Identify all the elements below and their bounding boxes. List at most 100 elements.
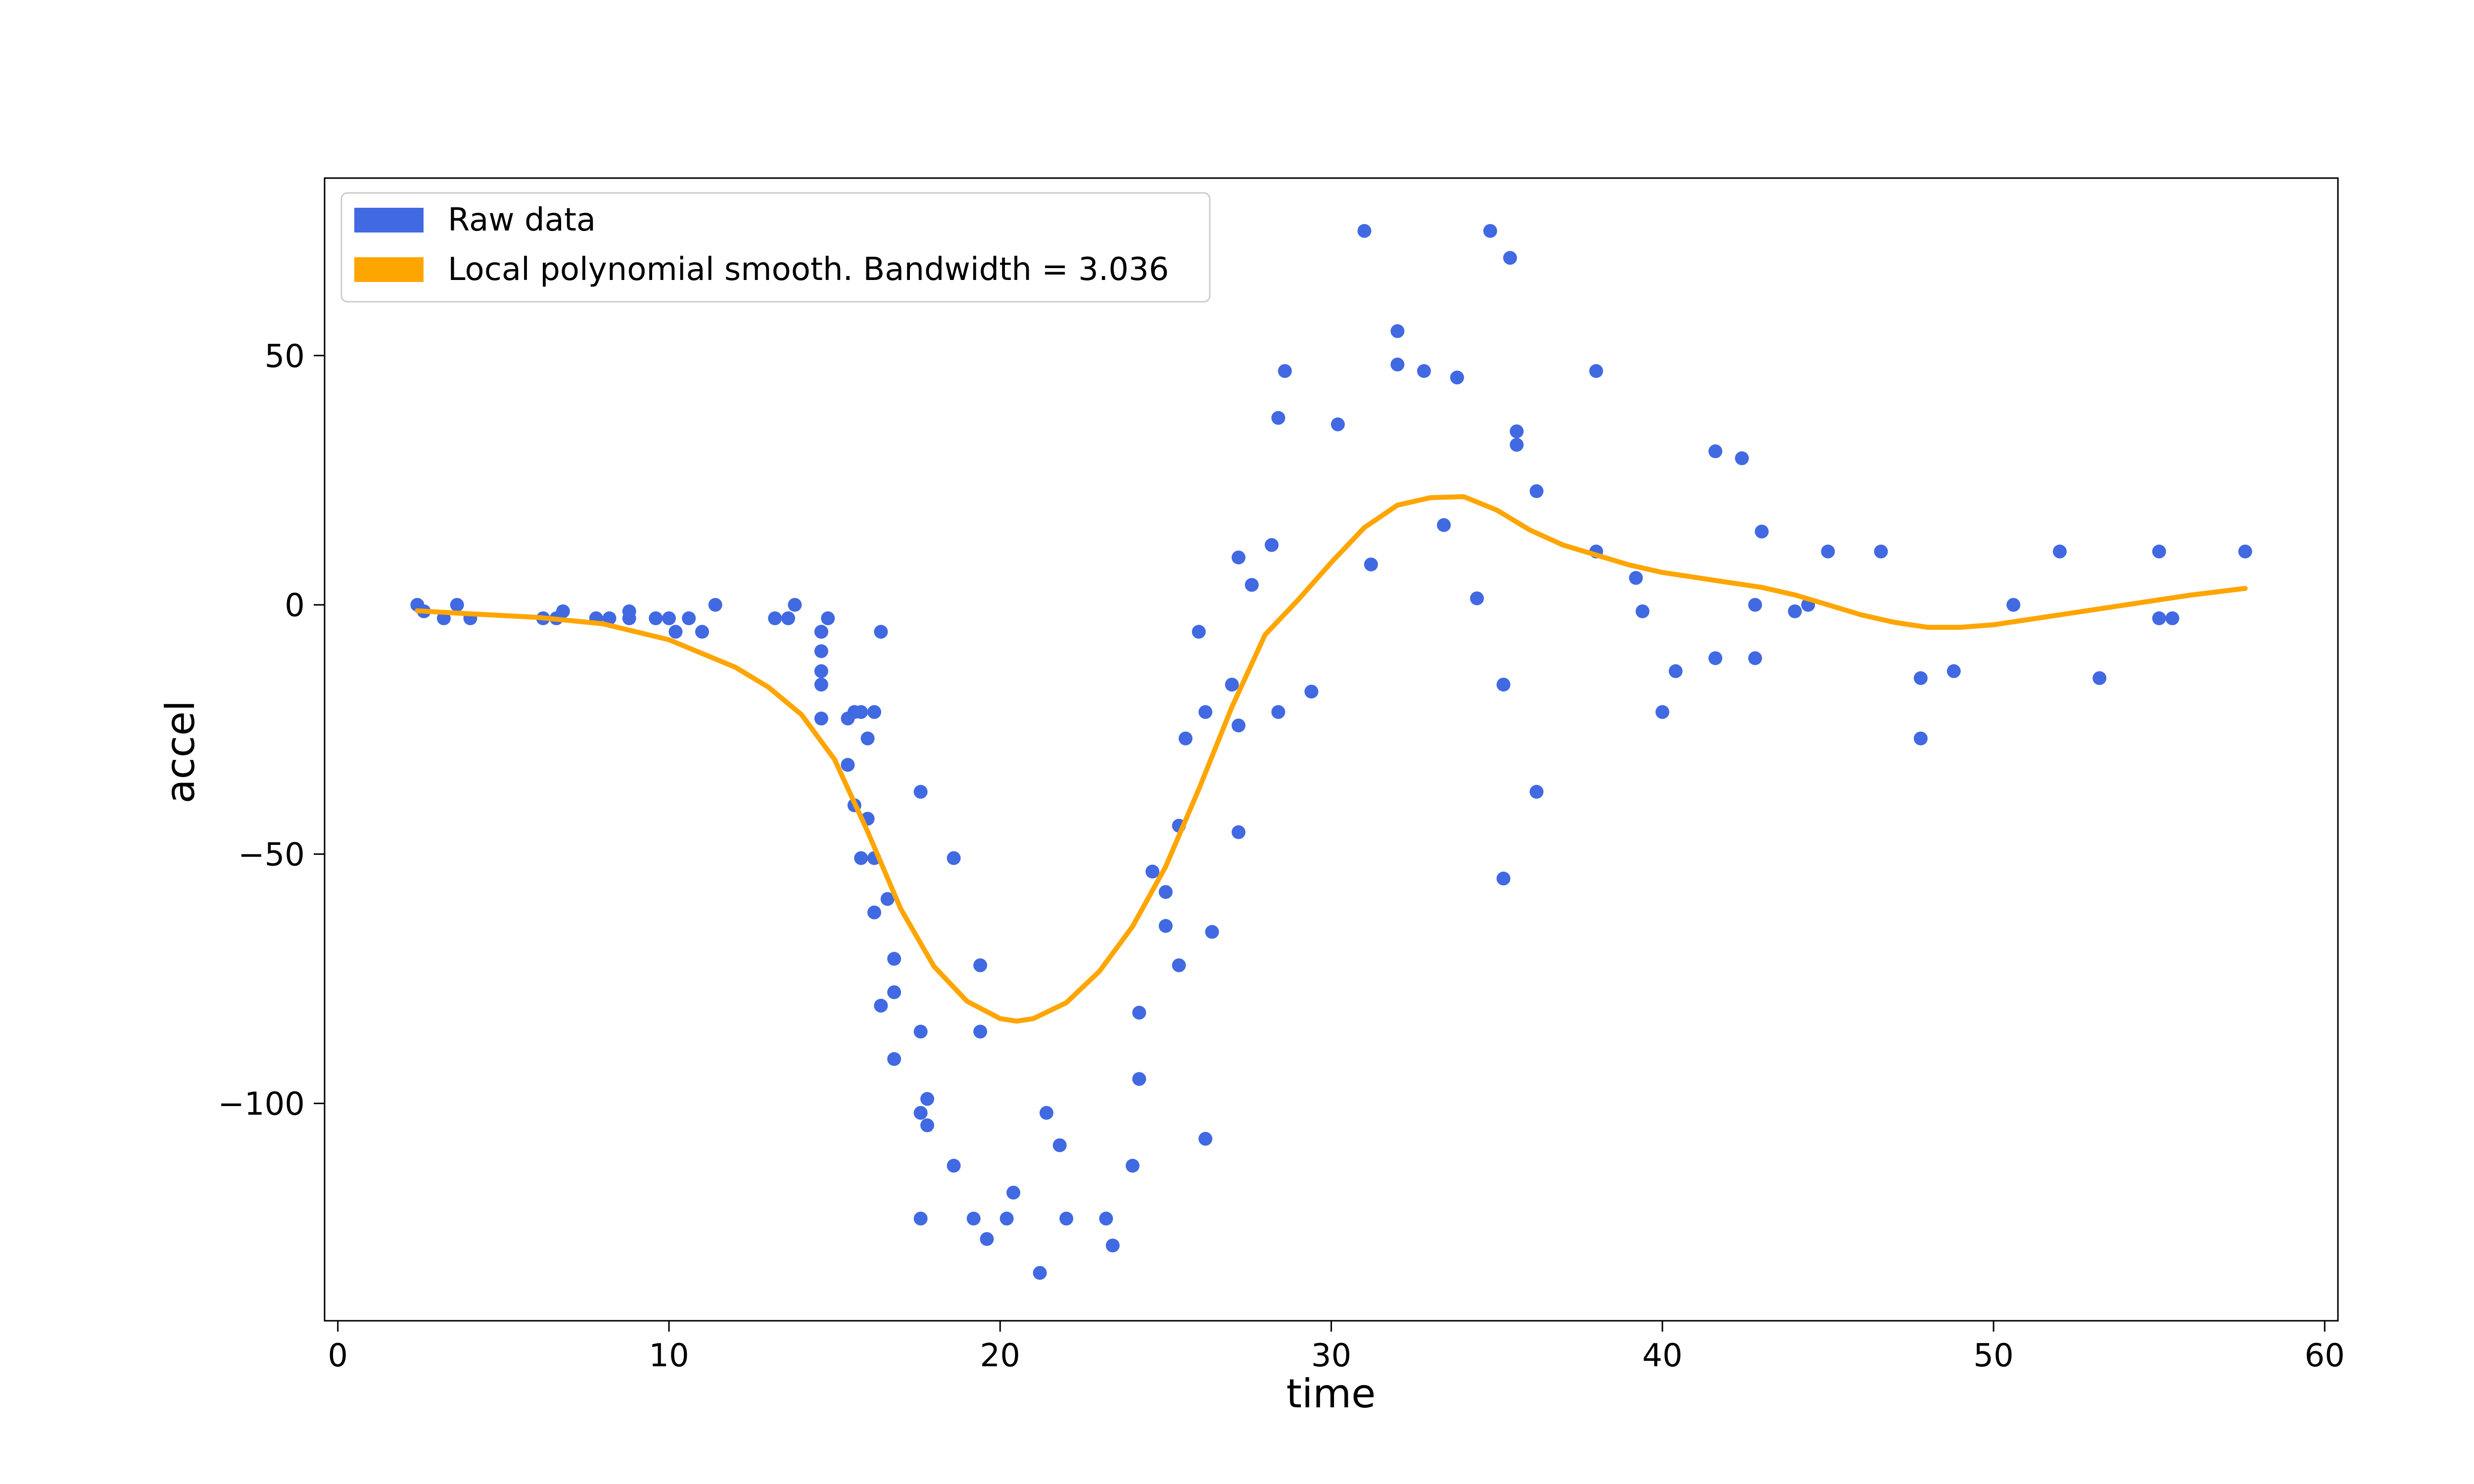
data-point [1039,1106,1053,1120]
smooth-series [415,494,2248,1024]
data-point [1450,371,1464,385]
data-point [1205,925,1219,939]
data-point [1437,518,1451,532]
data-point [1655,705,1669,719]
data-point [880,892,895,906]
data-point [695,625,709,639]
data-point [1132,1072,1146,1086]
data-point [1390,357,1405,371]
y-tick-label: 0 [285,588,305,624]
data-point [1470,591,1484,605]
data-point [2165,611,2180,625]
data-point [1271,705,1285,719]
data-point [1059,1211,1074,1226]
x-tick-label: 50 [1973,1338,2013,1374]
data-point [1158,919,1173,933]
data-point [788,598,802,612]
data-point [867,705,881,719]
data-point [887,1052,902,1066]
x-tick-label: 40 [1642,1338,1682,1374]
data-point [662,611,676,625]
data-point [920,1118,935,1132]
data-point [854,851,868,865]
legend-swatch-raw-data [354,208,424,232]
data-point [1232,825,1246,839]
legend: Raw data Local polynomial smooth. Bandwi… [340,192,1211,303]
x-tick-label: 30 [1311,1338,1351,1374]
data-point [1821,544,1835,558]
data-point [1529,484,1544,498]
data-point [556,604,570,618]
y-tick-label: −100 [218,1086,305,1123]
data-point [1232,718,1246,733]
data-point [814,677,828,692]
x-tick-label: 20 [980,1338,1020,1374]
data-point [947,851,961,865]
data-point [1755,524,1769,539]
data-point [980,1232,994,1246]
plot-area: 0 10 20 30 40 50 60 −100 −50 0 50 [218,177,2345,1374]
data-point [682,611,696,625]
data-point [1225,677,1239,692]
data-point [622,611,636,625]
data-point [1503,251,1517,265]
data-point [708,598,722,612]
data-point [920,1092,935,1106]
data-point [887,985,902,999]
data-point [1748,598,1762,612]
data-point [887,952,902,966]
y-tick-label: 50 [265,338,305,375]
data-point [1708,651,1722,665]
data-point [1668,664,1683,678]
data-point [999,1211,1014,1226]
data-point [1145,864,1160,879]
data-point [1390,324,1405,338]
data-point [1331,417,1345,431]
data-point [814,711,828,726]
data-point [1913,731,1928,745]
data-point [1735,451,1749,465]
x-tick-label: 10 [649,1338,689,1374]
data-point [668,625,683,639]
raw-data-series [410,224,2252,1280]
data-point [913,1106,928,1120]
data-point [913,1211,928,1226]
data-point [947,1159,961,1173]
data-point [1483,224,1497,238]
data-point [1278,364,1292,378]
data-point [913,785,928,799]
x-axis-label: time [1286,1371,1376,1417]
y-axis-label: accel [157,700,203,803]
data-point [1788,604,1802,618]
data-point [1510,438,1524,452]
data-point [874,625,888,639]
data-point [1947,664,1961,678]
data-point [450,598,464,612]
data-point [860,731,875,745]
data-point [1179,731,1193,745]
data-point [2052,544,2067,558]
smooth-line [415,494,2248,1024]
data-point [1913,671,1928,685]
data-point [1708,444,1722,459]
axes-frame [324,177,2339,1322]
data-point [1357,224,1372,238]
x-tick-label: 60 [2305,1338,2345,1374]
data-point [1589,364,1603,378]
y-tick-label: −50 [238,837,305,874]
data-point [1232,550,1246,564]
data-point [874,999,888,1013]
y-axis-ticks: −100 −50 0 50 [218,338,325,1123]
data-point [1099,1211,1113,1226]
x-tick-label: 0 [328,1338,348,1374]
data-point [1496,677,1511,692]
data-point [1033,1266,1047,1280]
data-point [602,611,617,625]
data-point [966,1211,981,1226]
data-point [841,758,855,772]
data-point [1510,424,1524,438]
data-point [973,1024,988,1039]
data-point [867,905,881,920]
data-point [1265,538,1279,552]
